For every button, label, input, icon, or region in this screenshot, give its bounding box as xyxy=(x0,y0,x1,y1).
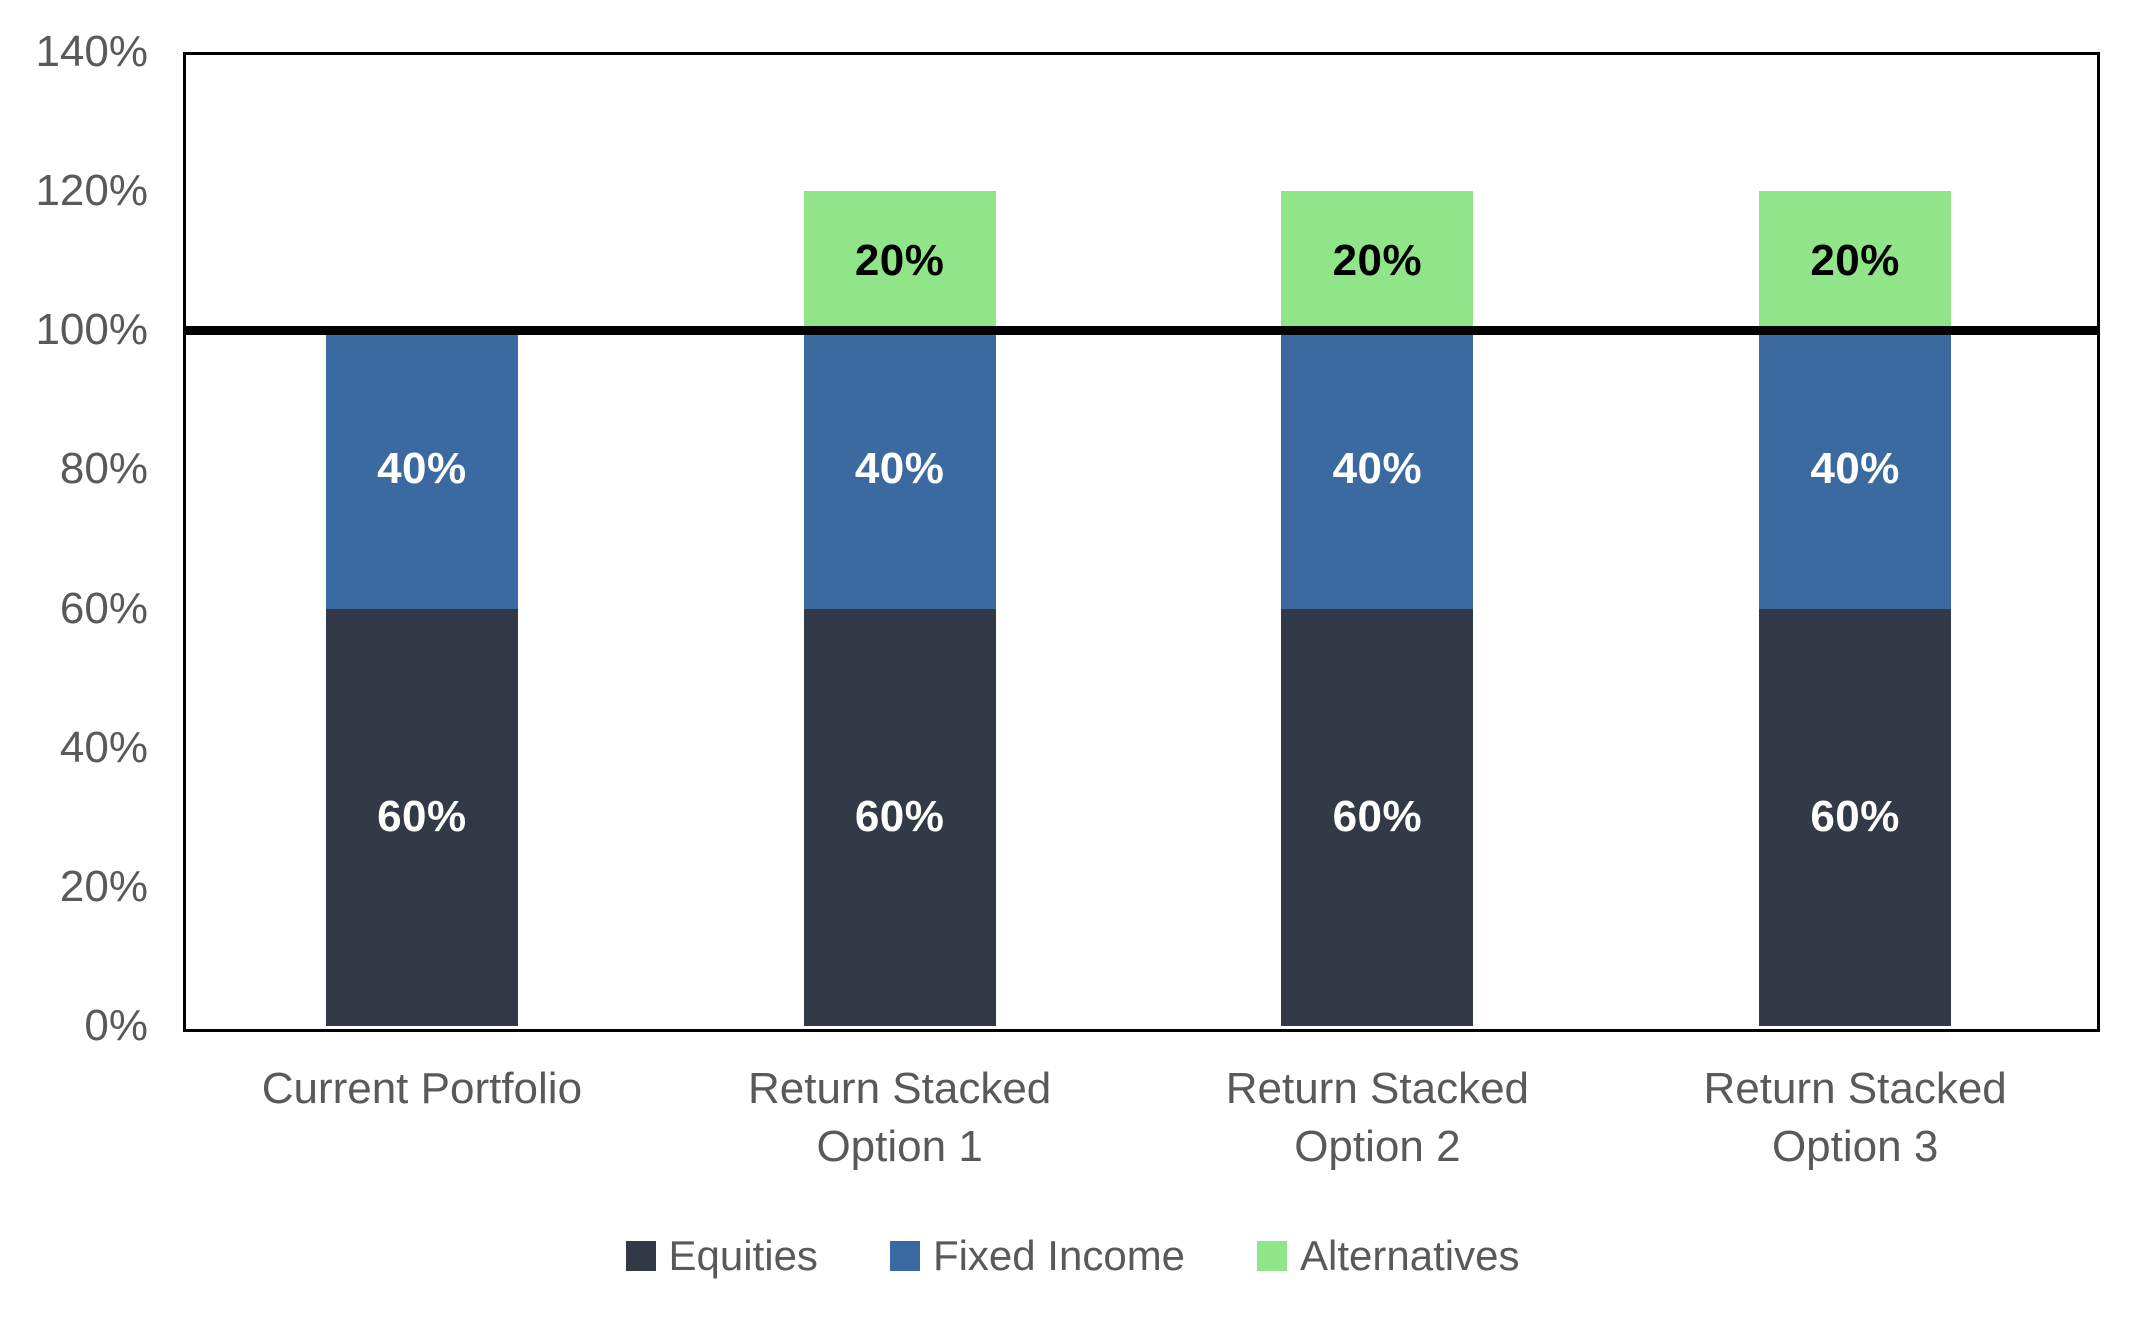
bar-segment-fixed-income-cat2: 40% xyxy=(803,330,996,609)
bar-segment-alternatives-cat3: 20% xyxy=(1281,191,1474,331)
data-label: 40% xyxy=(1332,444,1423,494)
y-tick-label-20pct: 20% xyxy=(59,861,148,911)
y-tick-label-140pct: 140% xyxy=(35,27,148,76)
data-label: 40% xyxy=(377,444,467,494)
legend-item-fixed-income: Fixed Income xyxy=(889,1232,1186,1280)
y-tick-label-80pct: 80% xyxy=(59,444,148,494)
data-label: 20% xyxy=(1810,235,1900,285)
y-tick-label-60pct: 60% xyxy=(59,583,148,633)
data-label: 60% xyxy=(1332,792,1423,842)
legend-swatch-icon xyxy=(1257,1241,1288,1271)
y-tick-label-120pct: 120% xyxy=(35,166,148,216)
bar-segment-fixed-income-cat3: 40% xyxy=(1281,330,1474,609)
legend-swatch-icon xyxy=(889,1241,920,1271)
y-tick-label-0pct: 0% xyxy=(84,1001,148,1050)
legend-item-equities: Equities xyxy=(625,1232,818,1280)
x-axis-label-cat3: Return Stacked Option 2 xyxy=(1225,1064,1530,1171)
bar-segment-equities-cat2: 60% xyxy=(803,608,996,1026)
bar-segment-alternatives-cat4: 20% xyxy=(1759,191,1952,331)
data-label: 20% xyxy=(1332,235,1423,285)
data-label: 60% xyxy=(854,792,945,842)
data-label: 60% xyxy=(1810,792,1900,842)
legend-swatch-icon xyxy=(625,1241,656,1271)
reference-line-100pct xyxy=(183,325,2100,335)
bar-segment-equities-cat3: 60% xyxy=(1281,608,1474,1026)
y-tick-label-100pct: 100% xyxy=(35,305,148,355)
x-axis-label-cat1: Current Portfolio xyxy=(261,1064,583,1113)
y-tick-label-40pct: 40% xyxy=(59,722,148,772)
data-label: 40% xyxy=(1810,444,1900,494)
data-label: 60% xyxy=(377,792,467,842)
legend-label: Alternatives xyxy=(1300,1232,1520,1279)
x-axis-label-cat2: Return Stacked Option 1 xyxy=(747,1064,1052,1171)
legend-label: Equities xyxy=(668,1232,818,1279)
data-label: 20% xyxy=(854,235,945,285)
legend: Equities Fixed Income Alternatives xyxy=(0,1232,2145,1280)
legend-item-alternatives: Alternatives xyxy=(1257,1232,1519,1280)
x-axis-label-cat4: Return Stacked Option 3 xyxy=(1703,1064,2007,1171)
bar-segment-alternatives-cat2: 20% xyxy=(803,191,996,331)
legend-label: Fixed Income xyxy=(932,1232,1186,1279)
data-label: 40% xyxy=(854,444,945,494)
bar-segment-fixed-income-cat1: 40% xyxy=(325,330,518,609)
bar-segment-fixed-income-cat4: 40% xyxy=(1759,330,1952,609)
bar-segment-equities-cat1: 60% xyxy=(325,608,518,1026)
bar-segment-equities-cat4: 60% xyxy=(1759,608,1952,1026)
